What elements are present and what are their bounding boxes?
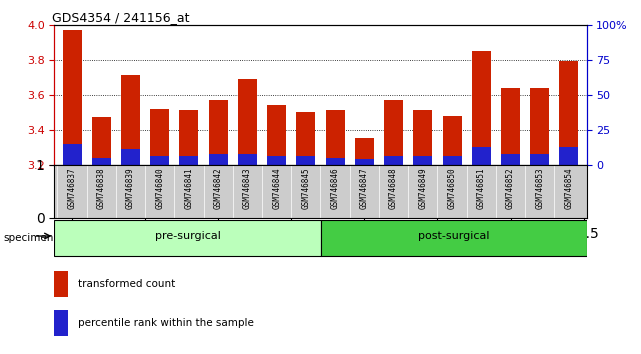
Bar [150, 109, 169, 165]
Bar [92, 118, 111, 165]
Text: GSM746837: GSM746837 [67, 167, 76, 209]
Bar [179, 156, 199, 165]
Text: post-surgical: post-surgical [418, 231, 489, 241]
Bar [355, 138, 374, 165]
Text: GSM746843: GSM746843 [243, 167, 252, 209]
Bar [355, 159, 374, 165]
Text: GSM746849: GSM746849 [419, 167, 428, 209]
Text: GSM746854: GSM746854 [565, 167, 574, 209]
Text: GSM746839: GSM746839 [126, 167, 135, 209]
Text: GSM746840: GSM746840 [155, 167, 164, 209]
Text: GSM746851: GSM746851 [477, 167, 486, 209]
Bar [442, 116, 462, 165]
Text: GSM746842: GSM746842 [213, 167, 222, 209]
Bar [238, 79, 257, 165]
Bar [209, 100, 228, 165]
Text: GSM746846: GSM746846 [331, 167, 340, 209]
Text: pre-surgical: pre-surgical [154, 231, 221, 241]
Bar [63, 144, 81, 165]
Bar [63, 30, 81, 165]
Bar [54, 271, 68, 297]
Text: GSM746847: GSM746847 [360, 167, 369, 209]
Bar [530, 88, 549, 165]
Bar [413, 110, 432, 165]
Bar [326, 158, 345, 165]
Bar [121, 149, 140, 165]
Bar [501, 88, 520, 165]
Bar [150, 156, 169, 165]
Bar [121, 75, 140, 165]
Bar [267, 156, 286, 165]
Bar [267, 105, 286, 165]
Bar [54, 310, 68, 336]
Bar [472, 147, 491, 165]
Text: GSM746852: GSM746852 [506, 167, 515, 209]
Bar [560, 62, 578, 165]
Text: GSM746841: GSM746841 [185, 167, 194, 209]
Text: specimen: specimen [3, 233, 54, 243]
Text: GDS4354 / 241156_at: GDS4354 / 241156_at [52, 11, 189, 24]
Text: GSM746850: GSM746850 [447, 167, 456, 209]
Text: GSM746838: GSM746838 [97, 167, 106, 209]
Bar [238, 154, 257, 165]
Bar [296, 156, 315, 165]
FancyBboxPatch shape [320, 220, 587, 256]
Bar [326, 110, 345, 165]
Bar [413, 156, 432, 165]
Bar [530, 154, 549, 165]
Text: GSM746845: GSM746845 [301, 167, 310, 209]
Bar [92, 158, 111, 165]
Text: percentile rank within the sample: percentile rank within the sample [78, 319, 254, 329]
Bar [296, 112, 315, 165]
Bar [501, 154, 520, 165]
Text: transformed count: transformed count [78, 279, 176, 289]
Text: GSM746853: GSM746853 [535, 167, 544, 209]
Bar [384, 100, 403, 165]
Bar [179, 110, 199, 165]
Bar [472, 51, 491, 165]
Bar [209, 154, 228, 165]
Bar [560, 147, 578, 165]
Bar [384, 156, 403, 165]
Text: GSM746844: GSM746844 [272, 167, 281, 209]
Text: GSM746848: GSM746848 [389, 167, 398, 209]
FancyBboxPatch shape [54, 220, 320, 256]
Bar [442, 156, 462, 165]
